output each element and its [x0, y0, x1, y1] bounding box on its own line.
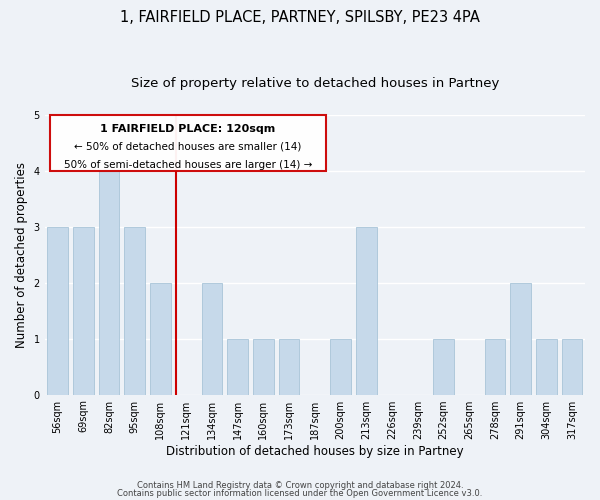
Text: Contains public sector information licensed under the Open Government Licence v3: Contains public sector information licen… — [118, 488, 482, 498]
Title: Size of property relative to detached houses in Partney: Size of property relative to detached ho… — [131, 78, 499, 90]
Text: 1, FAIRFIELD PLACE, PARTNEY, SPILSBY, PE23 4PA: 1, FAIRFIELD PLACE, PARTNEY, SPILSBY, PE… — [120, 10, 480, 25]
FancyBboxPatch shape — [50, 116, 326, 171]
Bar — [47, 227, 68, 394]
Bar — [536, 338, 557, 394]
Bar — [202, 283, 222, 395]
Text: 50% of semi-detached houses are larger (14) →: 50% of semi-detached houses are larger (… — [64, 160, 312, 170]
Bar — [227, 338, 248, 394]
Bar — [124, 227, 145, 394]
Text: Contains HM Land Registry data © Crown copyright and database right 2024.: Contains HM Land Registry data © Crown c… — [137, 481, 463, 490]
Bar — [330, 338, 351, 394]
X-axis label: Distribution of detached houses by size in Partney: Distribution of detached houses by size … — [166, 444, 464, 458]
Text: ← 50% of detached houses are smaller (14): ← 50% of detached houses are smaller (14… — [74, 142, 302, 152]
Bar — [562, 338, 583, 394]
Bar — [73, 227, 94, 394]
Bar — [99, 171, 119, 394]
Text: 1 FAIRFIELD PLACE: 120sqm: 1 FAIRFIELD PLACE: 120sqm — [100, 124, 275, 134]
Bar — [485, 338, 505, 394]
Bar — [356, 227, 377, 394]
Bar — [511, 283, 531, 395]
Y-axis label: Number of detached properties: Number of detached properties — [15, 162, 28, 348]
Bar — [150, 283, 171, 395]
Bar — [279, 338, 299, 394]
Bar — [253, 338, 274, 394]
Bar — [433, 338, 454, 394]
